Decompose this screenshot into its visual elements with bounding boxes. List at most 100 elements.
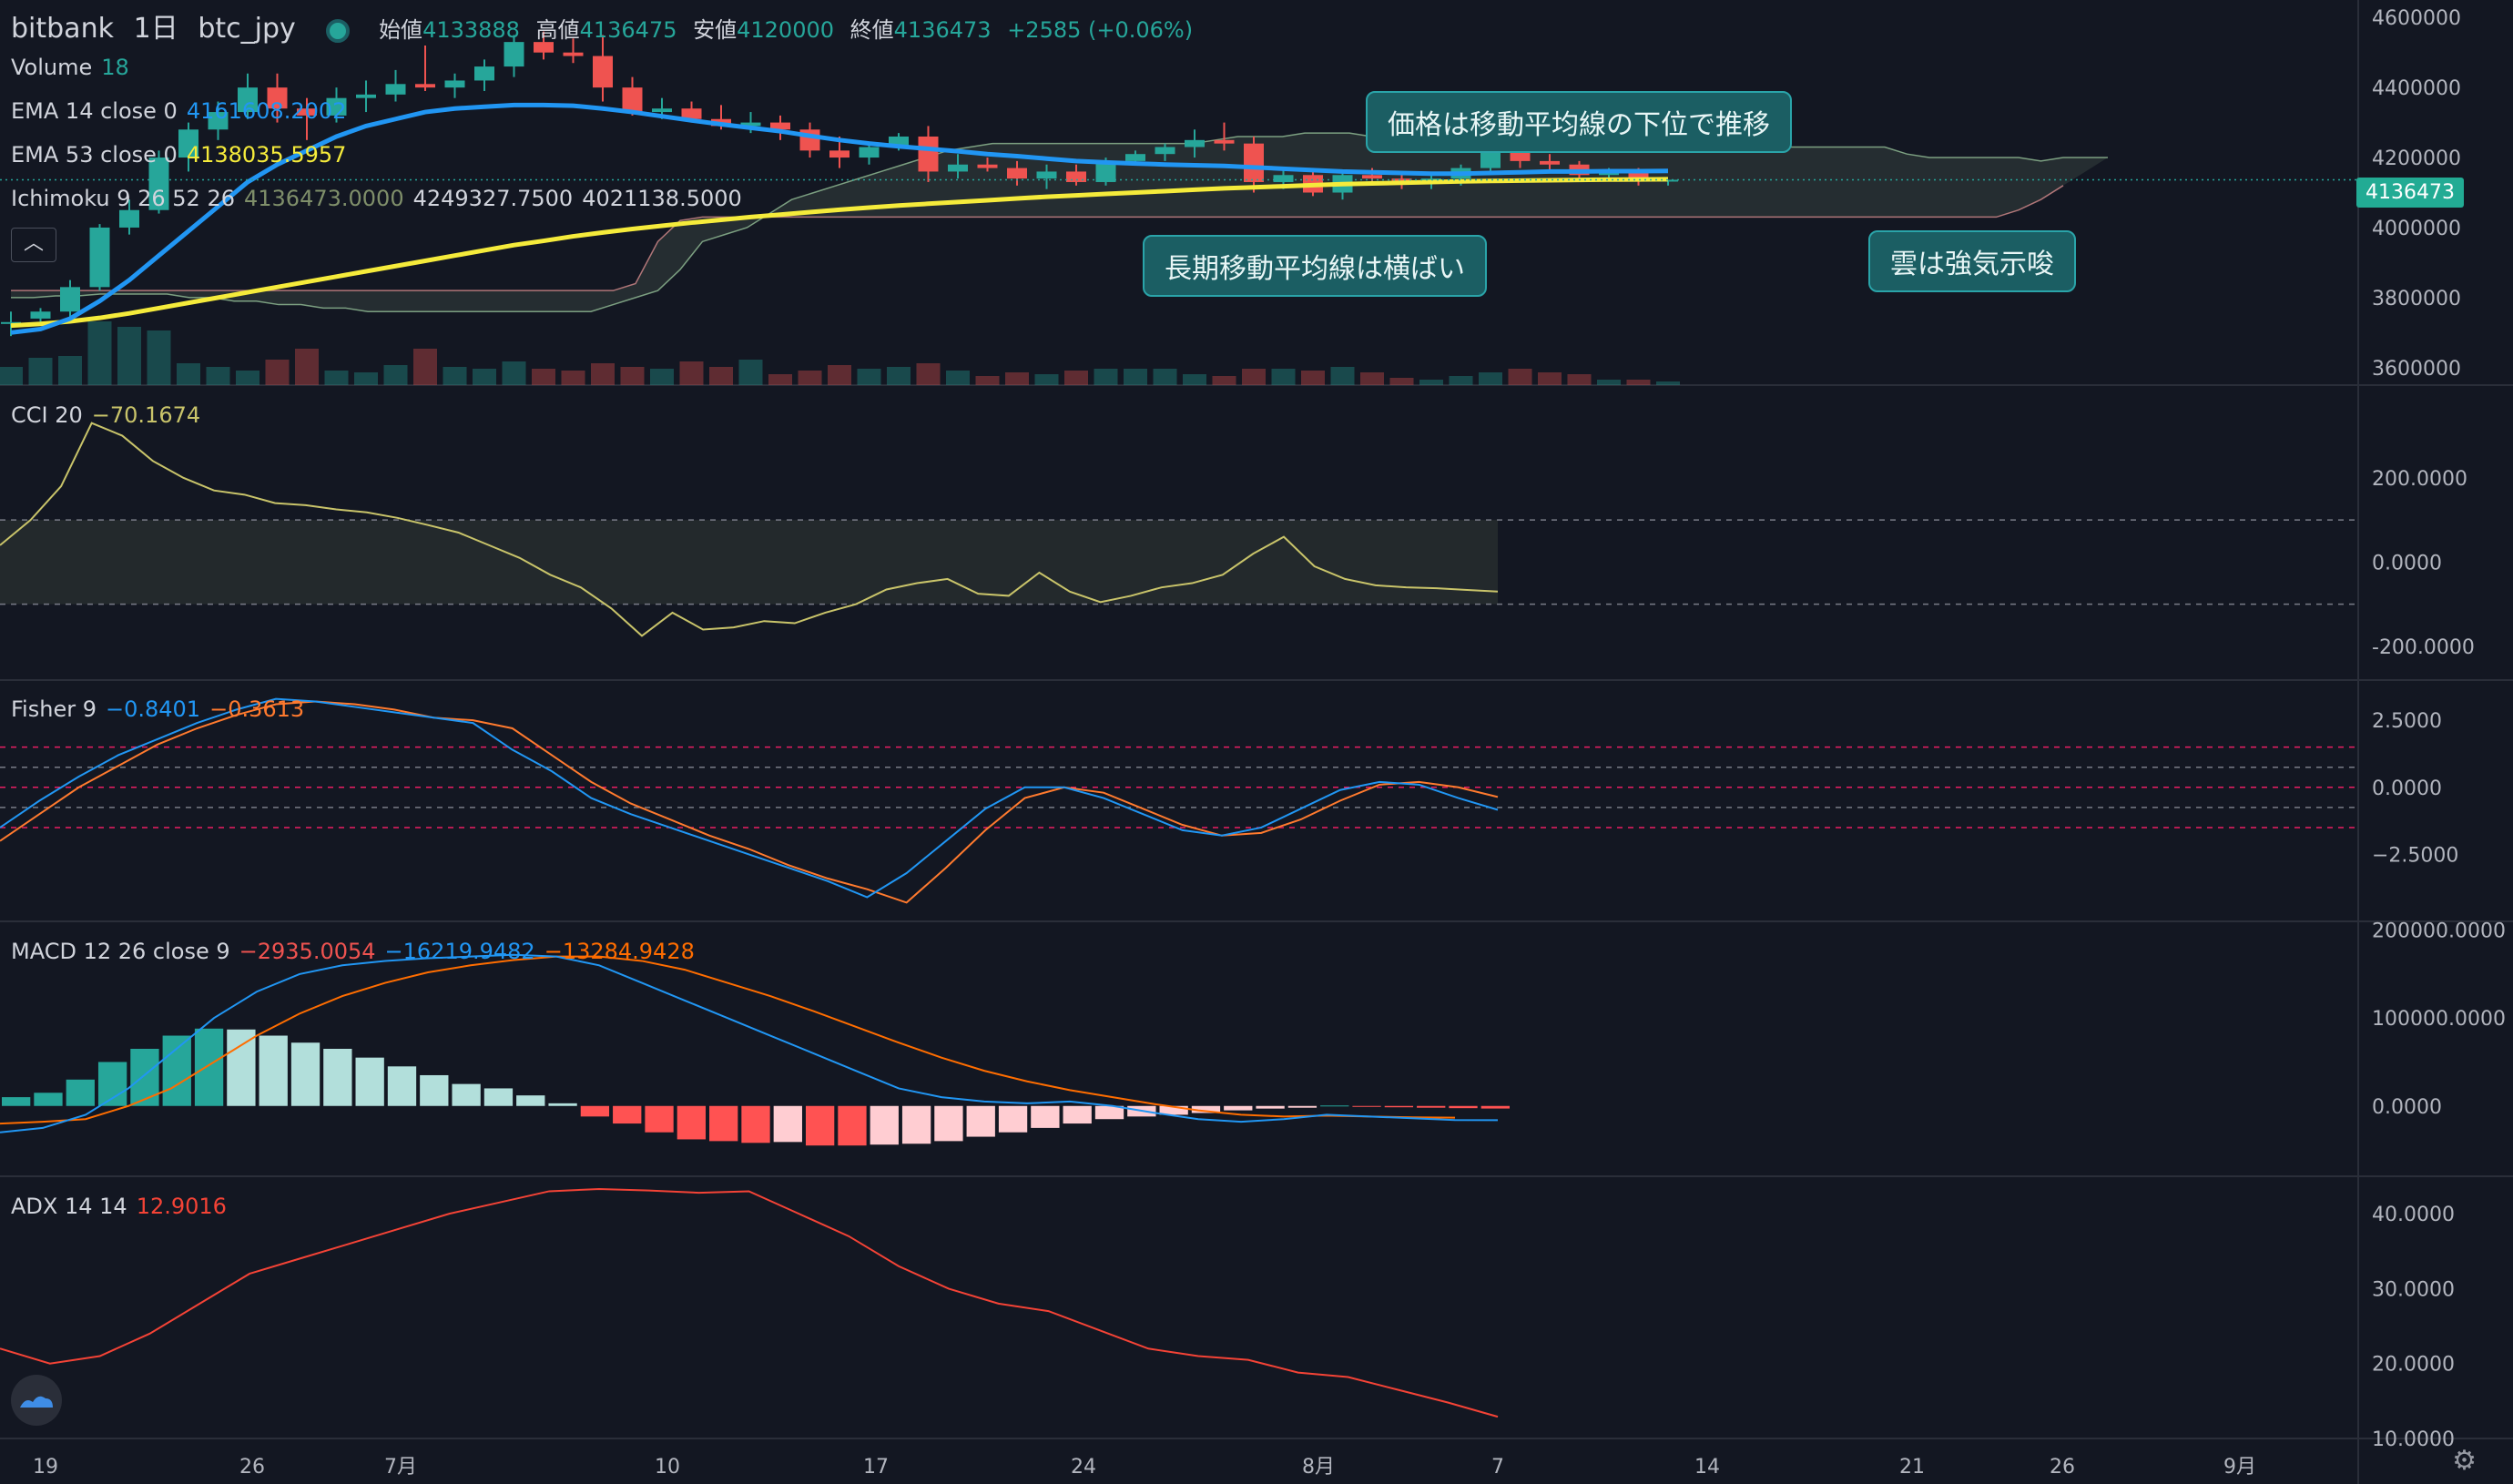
ichimoku-span-b [11,185,2064,291]
volume-bar [857,369,881,385]
symbol-label[interactable]: btc_jpy [198,13,296,45]
volume-bar [828,365,851,385]
y-tick-label: −2.5000 [2372,844,2458,867]
macd-line [0,953,1499,1133]
chevron-up-icon: ︿ [23,232,44,255]
volume-bar [1094,369,1118,385]
volume-bar [1064,371,1088,385]
candle-body [444,80,465,88]
candle-body [356,94,376,98]
volume-bar [1567,374,1592,385]
volume-legend[interactable]: Volume 18 [11,55,138,80]
macd-histogram-bar [1094,1105,1124,1120]
macd-histogram-bar [998,1105,1028,1133]
macd-histogram-bar [1480,1105,1510,1109]
annotation-cloud-bullish[interactable]: 雲は強気示唆 [1868,230,2076,292]
y-tick-label: 4400000 [2372,77,2461,100]
macd-histogram-bar [130,1049,159,1106]
macd-histogram-bar [516,1095,545,1106]
y-tick-label: 10.0000 [2372,1428,2455,1451]
macd-histogram-bar [773,1105,802,1143]
ema14-legend[interactable]: EMA 14 close 0 4161608.2002 [11,98,355,124]
macd-histogram-bar [870,1105,899,1145]
candle-body [770,122,790,130]
macd-histogram-bar [259,1035,288,1106]
volume-bar [1330,367,1355,385]
y-tick-label: 3600000 [2372,358,2461,381]
change-value: +2585 (+0.06%) [1007,17,1194,43]
cci-band-fill [0,520,1498,605]
volume-bar [206,367,230,385]
macd-histogram-bar [323,1049,352,1106]
x-tick-label: 9月 [2223,1456,2256,1479]
macd-histogram-bar [97,1062,127,1106]
volume-bar [1479,372,1502,385]
adx-legend[interactable]: ADX 14 14 12.9016 [11,1194,236,1219]
volume-bar [768,374,792,385]
low-value: 4120000 [737,17,835,43]
interval-label[interactable]: 1日 [133,13,178,45]
macd-hist-value: −2935.0054 [239,939,376,964]
volume-bar [1419,380,1443,385]
ichimoku-legend[interactable]: Ichimoku 9 26 52 26 4136473.0000 4249327.7… [11,186,751,211]
macd-histogram-bar [1320,1105,1349,1107]
candle-body [534,42,554,53]
candle-body [948,164,968,172]
volume-bar [1034,374,1059,385]
candle-body [977,164,998,168]
volume-bar [1597,380,1621,385]
volume-bar [1449,376,1473,385]
candle-body [593,56,613,88]
annotation-long-ma-flat[interactable]: 長期移動平均線は横ばい [1143,235,1487,297]
collapse-legend-button[interactable]: ︿ [11,228,56,262]
volume-bar [1538,372,1562,385]
volume-bar [1124,369,1147,385]
y-tick-label: 200000.0000 [2372,920,2506,943]
candle-body [178,129,198,158]
volume-bar [975,376,1000,385]
macd-histogram-bar [805,1105,835,1146]
adx-line [0,1187,1499,1418]
macd-histogram-bar [548,1103,577,1106]
macd-histogram-bar [1191,1105,1221,1113]
x-tick-label: 26 [239,1456,265,1479]
ema14-label: EMA 14 close 0 [11,98,178,124]
macd-line-value: −16219.9482 [384,939,535,964]
volume-bar [1508,369,1532,385]
macd-histogram-bar [1352,1105,1381,1107]
candle-body [148,158,169,210]
volume-bar [1271,369,1296,385]
volume-bar [620,367,645,385]
volume-bar [0,367,23,385]
cci-legend[interactable]: CCI 20 −70.1674 [11,402,209,428]
volume-bar [916,363,941,385]
signal-value: −13284.9428 [544,939,695,964]
volume-bar [650,369,674,385]
candle-body [238,87,258,113]
candle-body [1185,139,1205,147]
annotation-price-below-ma[interactable]: 価格は移動平均線の下位で推移 [1366,91,1792,153]
tradingview-logo-icon[interactable] [11,1375,62,1426]
macd-histogram-bar [966,1105,995,1137]
x-tick-label: 26 [2050,1456,2075,1479]
volume-bar [1389,378,1414,385]
ema53-legend[interactable]: EMA 53 close 0 4138035.5957 [11,142,355,168]
ichimoku-label: Ichimoku 9 26 52 26 [11,186,235,211]
candle-body [385,84,406,95]
volume-bar [1153,369,1177,385]
candle-body [474,66,494,81]
volume-bar [1242,369,1266,385]
volume-bar [324,371,349,385]
fisher-legend[interactable]: Fisher 9 −0.8401 −0.3613 [11,696,313,722]
trigger-value: −0.3613 [209,696,305,722]
macd-histogram-bar [1256,1105,1285,1109]
macd-histogram-bar [838,1105,867,1146]
market-status-icon [326,19,351,43]
candle-body [740,122,761,127]
settings-gear-icon[interactable]: ⚙ [2452,1445,2477,1477]
x-tick-label: 10 [655,1456,680,1479]
candle-body [1095,160,1116,182]
macd-legend[interactable]: MACD 12 26 close 9 −2935.0054 −16219.9482−… [11,939,704,964]
macd-histogram-bar [162,1035,191,1106]
